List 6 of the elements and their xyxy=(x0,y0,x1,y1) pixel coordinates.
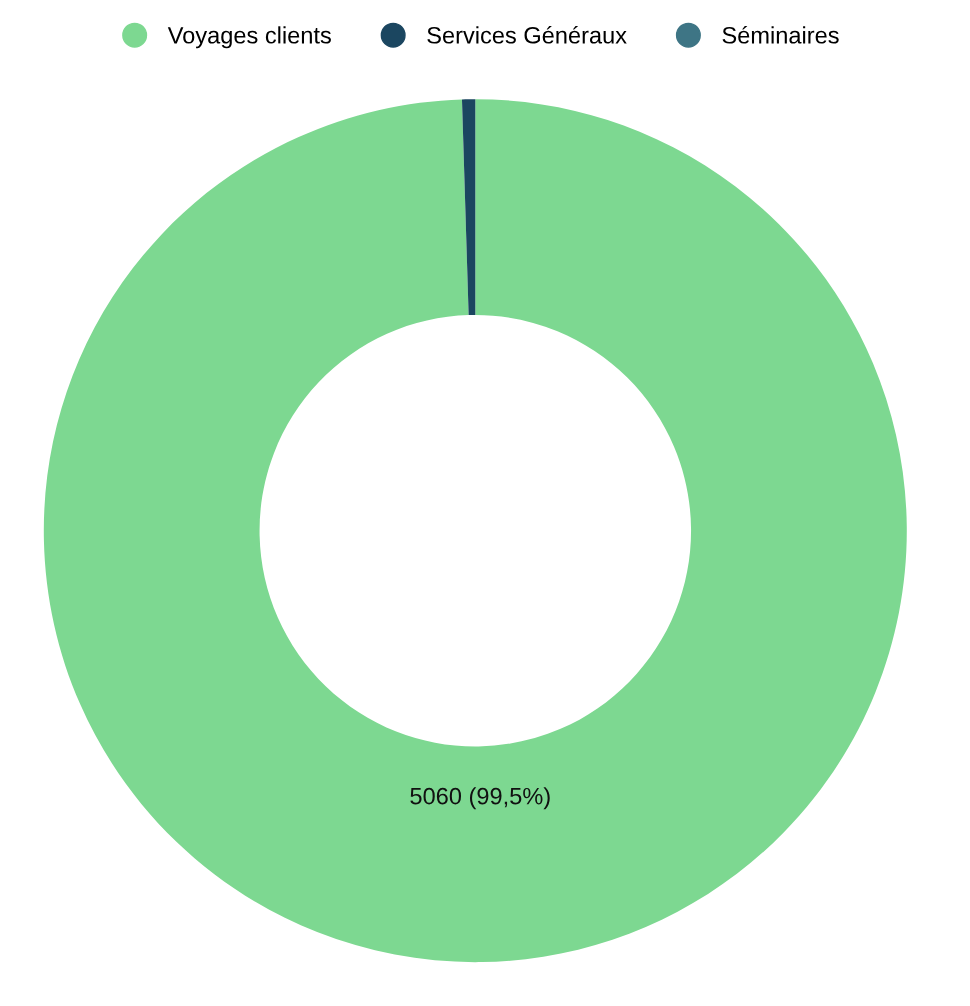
donut-slice xyxy=(461,99,476,316)
legend-label: Services Généraux xyxy=(427,26,627,44)
data-label: 5060 (99,5%) xyxy=(410,787,550,810)
legend-label: Voyages clients xyxy=(167,26,331,49)
legend-label: Séminaires xyxy=(722,26,839,44)
donut-slice xyxy=(43,99,907,963)
